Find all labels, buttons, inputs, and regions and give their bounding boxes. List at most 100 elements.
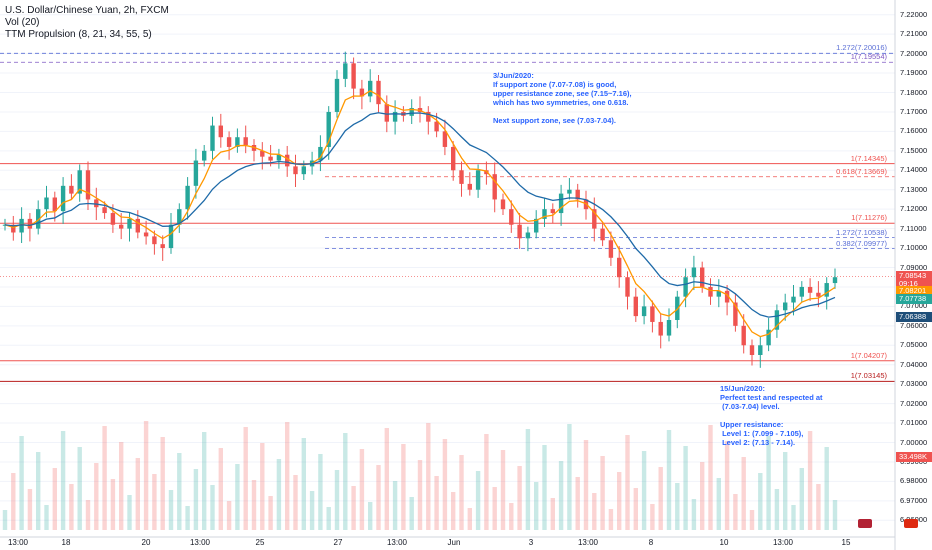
- volume-bar: [525, 429, 531, 530]
- symbol-title[interactable]: U.S. Dollar/Chinese Yuan, 2h, FXCM: [5, 5, 169, 16]
- volume-bar: [766, 436, 771, 530]
- candle-body: [185, 185, 190, 210]
- volume-bar: [309, 491, 315, 530]
- volume-bar: [442, 439, 448, 530]
- volume-bar: [434, 476, 439, 530]
- time-tick-label: 13:00: [577, 538, 599, 547]
- price-tick-label: 7.17000: [900, 106, 928, 116]
- volume-bar: [451, 492, 456, 530]
- price-tag: 33.498K: [896, 452, 932, 463]
- volume-bar: [467, 508, 472, 530]
- candle-body: [832, 277, 838, 284]
- ttm-indicator-label[interactable]: TTM Propulsion (8, 21, 34, 55, 5): [5, 29, 152, 40]
- candle-body: [368, 80, 373, 97]
- price-tick-label: 7.20000: [900, 48, 928, 58]
- candle-body: [243, 137, 248, 145]
- volume-bar: [260, 443, 265, 530]
- candle-body: [202, 150, 207, 161]
- price-tick-label: 7.11000: [900, 223, 927, 233]
- candle-body: [334, 78, 340, 112]
- volume-bar: [401, 444, 406, 530]
- volume-bar: [343, 433, 348, 530]
- volume-bar: [318, 454, 323, 530]
- price-tag: 7.07738: [896, 294, 932, 304]
- volume-bar: [617, 472, 622, 530]
- price-tick-label: 6.97000: [900, 495, 928, 505]
- price-tick-label: 7.21000: [900, 29, 928, 39]
- volume-bar: [608, 509, 614, 530]
- candle-body: [384, 104, 389, 122]
- volume-bar: [251, 480, 257, 530]
- time-tick-label: 18: [61, 538, 71, 547]
- price-tick-label: 7.09000: [900, 262, 928, 272]
- candle-body: [52, 197, 57, 212]
- candle-body: [285, 154, 290, 167]
- candle-body: [534, 218, 539, 233]
- volume-bar: [52, 468, 57, 530]
- candle-body: [168, 224, 174, 249]
- annotation-jun-15[interactable]: 15/Jun/2020: Perfect test and respected …: [720, 384, 823, 447]
- candle-body: [268, 156, 273, 161]
- candle-body: [160, 244, 165, 249]
- volume-bar: [542, 445, 547, 530]
- volume-bar: [293, 475, 298, 530]
- volume-bar: [102, 426, 107, 530]
- candle-body: [592, 209, 597, 229]
- volume-bar: [143, 421, 149, 530]
- volume-bar: [550, 498, 555, 530]
- volume-bar: [19, 436, 24, 530]
- volume-bar: [11, 473, 16, 530]
- volume-bar: [832, 500, 838, 530]
- candle-body: [666, 320, 672, 336]
- volume-bar: [243, 427, 248, 530]
- volume-bar: [509, 503, 514, 530]
- volume-bar: [716, 478, 721, 530]
- candle-body: [484, 170, 489, 175]
- candle-body: [409, 108, 414, 116]
- volume-bar: [459, 455, 464, 530]
- price-tick-label: 7.03000: [900, 379, 928, 389]
- annotation-jun-3[interactable]: 3/Jun/2020: If support zone (7.07-7.08) …: [493, 71, 632, 125]
- candle-body: [749, 345, 755, 355]
- volume-bar: [475, 471, 481, 530]
- candle-body: [177, 209, 182, 225]
- candle-body: [791, 296, 796, 303]
- volume-bar: [658, 467, 663, 530]
- time-tick-label: 20: [141, 538, 151, 547]
- candle-body: [69, 185, 74, 194]
- volume-bar: [94, 463, 99, 530]
- volume-bar: [326, 507, 331, 530]
- candle-body: [434, 121, 439, 132]
- candle-body: [343, 63, 348, 79]
- candle-body: [127, 218, 132, 229]
- candle-body: [260, 150, 265, 157]
- volume-indicator-label[interactable]: Vol (20): [5, 17, 40, 28]
- volume-bar: [824, 447, 829, 530]
- volume-bar: [359, 449, 365, 530]
- volume-bar: [376, 465, 381, 530]
- candle-body: [110, 213, 116, 225]
- candlesticks: [2, 51, 838, 368]
- volume-bar: [185, 506, 190, 530]
- volume-bar: [168, 490, 174, 530]
- volume-bar: [517, 466, 522, 530]
- time-tick-label: Jun: [447, 538, 461, 547]
- volume-bar: [384, 428, 389, 530]
- candle-body: [625, 277, 630, 297]
- volume-bar: [127, 495, 132, 530]
- volume-bar: [177, 453, 182, 530]
- volume-bar: [2, 510, 8, 530]
- volume-bar: [666, 430, 672, 530]
- volume-bar: [276, 459, 282, 530]
- candle-body: [774, 310, 780, 330]
- level-label: 1(7.19554): [850, 52, 887, 62]
- volume-bar: [534, 482, 539, 530]
- candle-body: [492, 174, 497, 200]
- volume-bar: [160, 437, 165, 530]
- volume-bar: [119, 442, 124, 530]
- candle-body: [500, 199, 506, 210]
- candle-body: [426, 111, 431, 122]
- volume-bars: [2, 421, 838, 530]
- price-tick-label: 6.98000: [900, 476, 928, 486]
